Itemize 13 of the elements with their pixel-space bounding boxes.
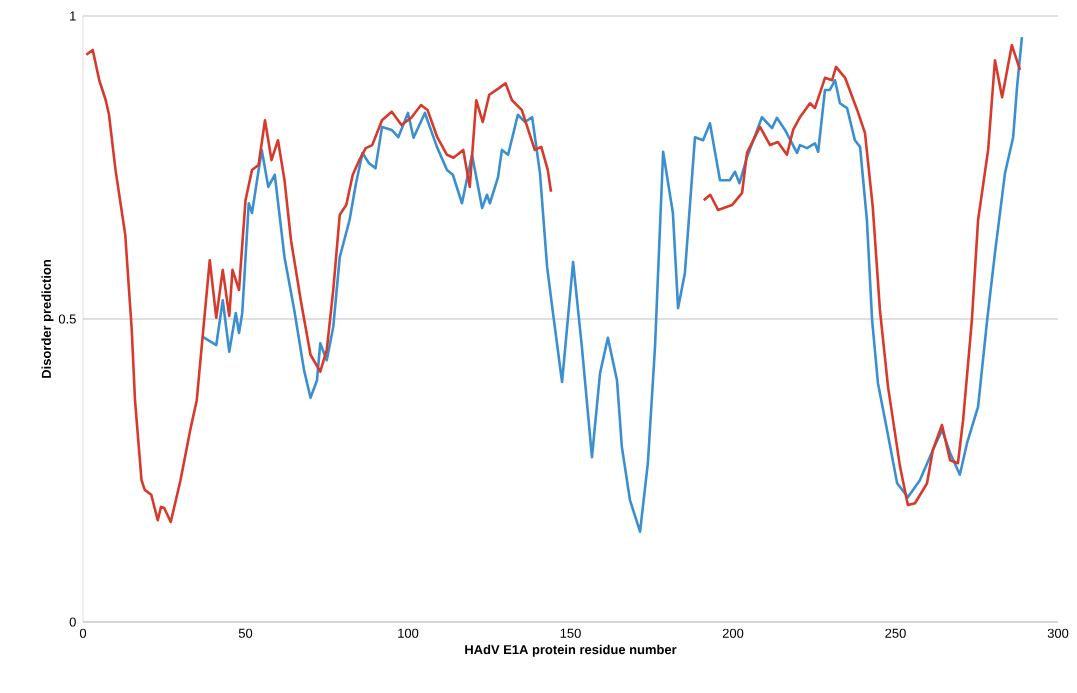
x-tick-label: 100	[398, 628, 419, 638]
line-series	[201, 35, 1024, 533]
y-tick-label: 1	[70, 11, 76, 21]
x-tick-label: 200	[722, 628, 744, 638]
x-tick-label: 150	[560, 628, 581, 638]
x-axis-title: HAdV E1A protein residue number	[465, 644, 677, 657]
y-tick-label: 0.5	[58, 314, 76, 324]
y-axis-title: Disorder prediction	[41, 260, 54, 378]
x-tick-label: 250	[885, 628, 906, 638]
x-tick-label: 0	[79, 628, 87, 638]
x-tick-label: 50	[238, 628, 253, 638]
x-tick-label: 300	[1047, 628, 1069, 638]
y-tick-label: 0	[69, 617, 76, 627]
